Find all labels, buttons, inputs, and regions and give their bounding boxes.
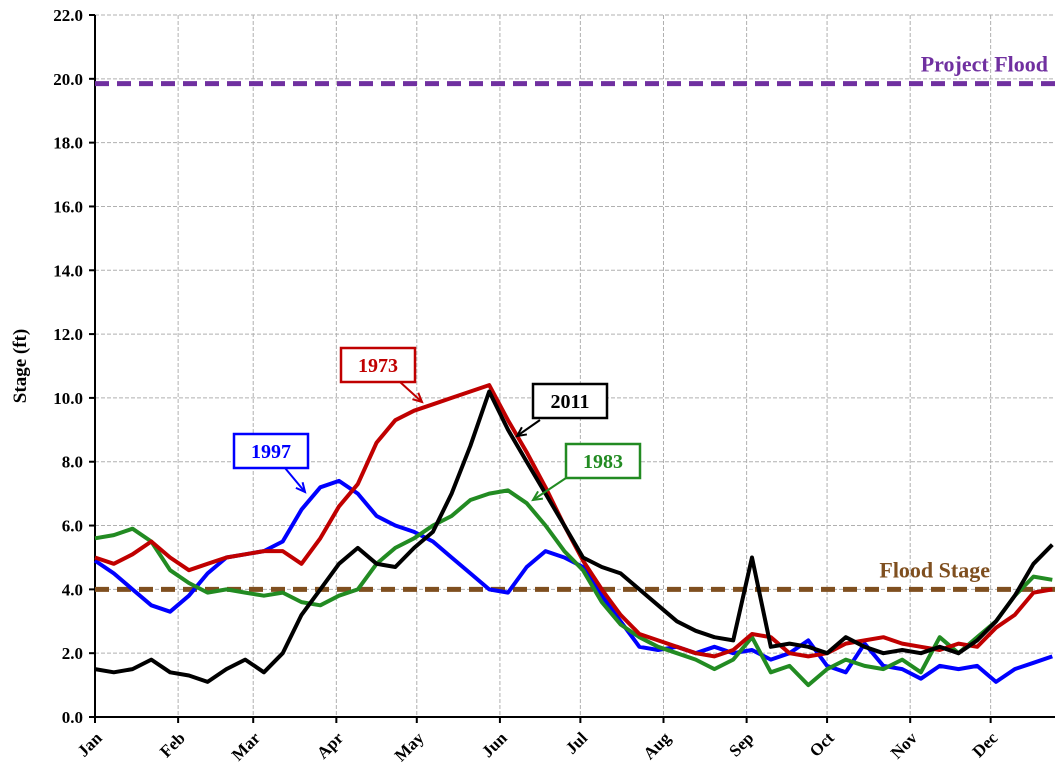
series-label: 1997: [251, 441, 291, 463]
y-axis-label: Stage (ft): [10, 329, 31, 403]
x-tick-label: Jul: [562, 728, 592, 758]
label-arrow: [284, 467, 306, 493]
label-box: [531, 382, 609, 420]
x-tick-label: Oct: [806, 728, 838, 760]
label-arrow: [516, 419, 541, 437]
reference-label: Flood Stage: [879, 557, 990, 582]
x-tick-label: Jun: [478, 728, 511, 761]
label-arrowhead: [531, 490, 544, 502]
label-box: [339, 346, 417, 384]
label-arrowhead: [515, 426, 528, 438]
y-tick-label: 20.0: [53, 70, 83, 89]
x-tick-label: Dec: [969, 728, 1002, 761]
series-line: [94, 389, 1054, 684]
y-tick-label: 4.0: [62, 580, 83, 599]
x-tick-label: Sep: [725, 728, 757, 760]
y-tick-label: 18.0: [53, 134, 83, 153]
label-arrowhead: [295, 482, 307, 494]
y-tick-label: 22.0: [53, 6, 83, 25]
y-tick-label: 14.0: [53, 261, 83, 280]
y-tick-label: 8.0: [62, 453, 83, 472]
x-tick-label: Aug: [640, 728, 675, 763]
x-tick-label: Nov: [887, 728, 921, 762]
label-arrowhead: [412, 392, 424, 404]
y-tick-label: 12.0: [53, 325, 83, 344]
series-label: 1973: [358, 355, 398, 377]
x-tick-label: May: [391, 728, 428, 765]
series-label: 1983: [583, 451, 623, 473]
y-tick-label: 0.0: [62, 708, 83, 727]
reference-label: Project Flood: [921, 52, 1048, 77]
x-tick-label: Feb: [156, 728, 189, 761]
y-tick-label: 10.0: [53, 389, 83, 408]
y-tick-label: 6.0: [62, 517, 83, 536]
label-arrow: [532, 477, 567, 501]
label-arrow: [399, 381, 423, 403]
x-tick-label: Mar: [228, 728, 264, 764]
x-tick-label: Jan: [74, 728, 107, 761]
series-label: 2011: [551, 391, 590, 413]
label-box: [232, 432, 310, 470]
y-tick-label: 2.0: [62, 644, 83, 663]
label-box: [564, 442, 642, 480]
series-line: [94, 383, 1053, 659]
y-tick-label: 16.0: [53, 197, 83, 216]
x-tick-label: Apr: [313, 728, 347, 762]
series-line: [94, 488, 1053, 688]
